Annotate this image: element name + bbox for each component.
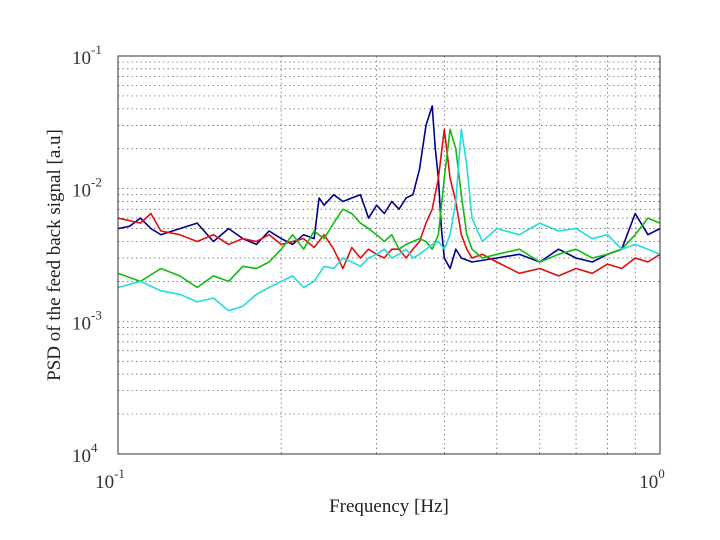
- y-tick-label: 10-2: [72, 175, 102, 202]
- x-tick-label: 100: [639, 466, 665, 493]
- plot-frame: [117, 55, 661, 455]
- x-tick-label: 10-1: [95, 466, 125, 493]
- y-tick-label: 10-1: [72, 42, 102, 69]
- grid-lines: [117, 56, 660, 455]
- x-axis-label: Frequency [Hz]: [329, 496, 449, 517]
- series-line-3: [117, 128, 661, 289]
- series-line-1: [117, 105, 661, 270]
- y-axis-label: PSD of the feed back signal [a.u]: [44, 129, 65, 381]
- plot-border: [117, 55, 661, 455]
- y-tick-label: 10-3: [72, 307, 102, 334]
- series-line-4: [117, 128, 661, 312]
- tick-labels: 10-1 100 10-1 10-2 10-3 104: [72, 42, 665, 493]
- series-lines: [117, 105, 661, 312]
- y-tick-label: 104: [72, 440, 98, 467]
